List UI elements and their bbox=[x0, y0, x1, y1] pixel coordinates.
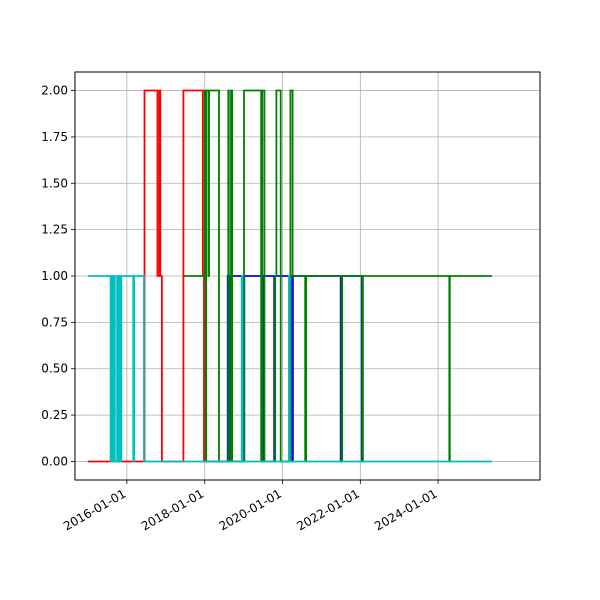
y-tick-label: 0.75 bbox=[41, 315, 68, 329]
y-tick-label: 1.00 bbox=[41, 269, 68, 283]
y-tick-label: 1.25 bbox=[41, 223, 68, 237]
series-line-3 bbox=[88, 275, 492, 463]
series-line-0 bbox=[88, 89, 205, 463]
y-axis: 0.00 0.25 0.50 0.75 1.00 1.25 1.50 1.75 2.00 bbox=[41, 84, 75, 468]
y-tick-label: 1.75 bbox=[41, 130, 68, 144]
y-tick-label: 2.00 bbox=[41, 84, 68, 98]
y-tick-label: 0.00 bbox=[41, 454, 68, 468]
y-tick-label: 0.50 bbox=[41, 362, 68, 376]
y-tick-label: 1.50 bbox=[41, 176, 68, 190]
series-layer bbox=[88, 89, 492, 463]
series-line-2 bbox=[183, 89, 492, 463]
y-tick-label: 0.25 bbox=[41, 408, 68, 422]
